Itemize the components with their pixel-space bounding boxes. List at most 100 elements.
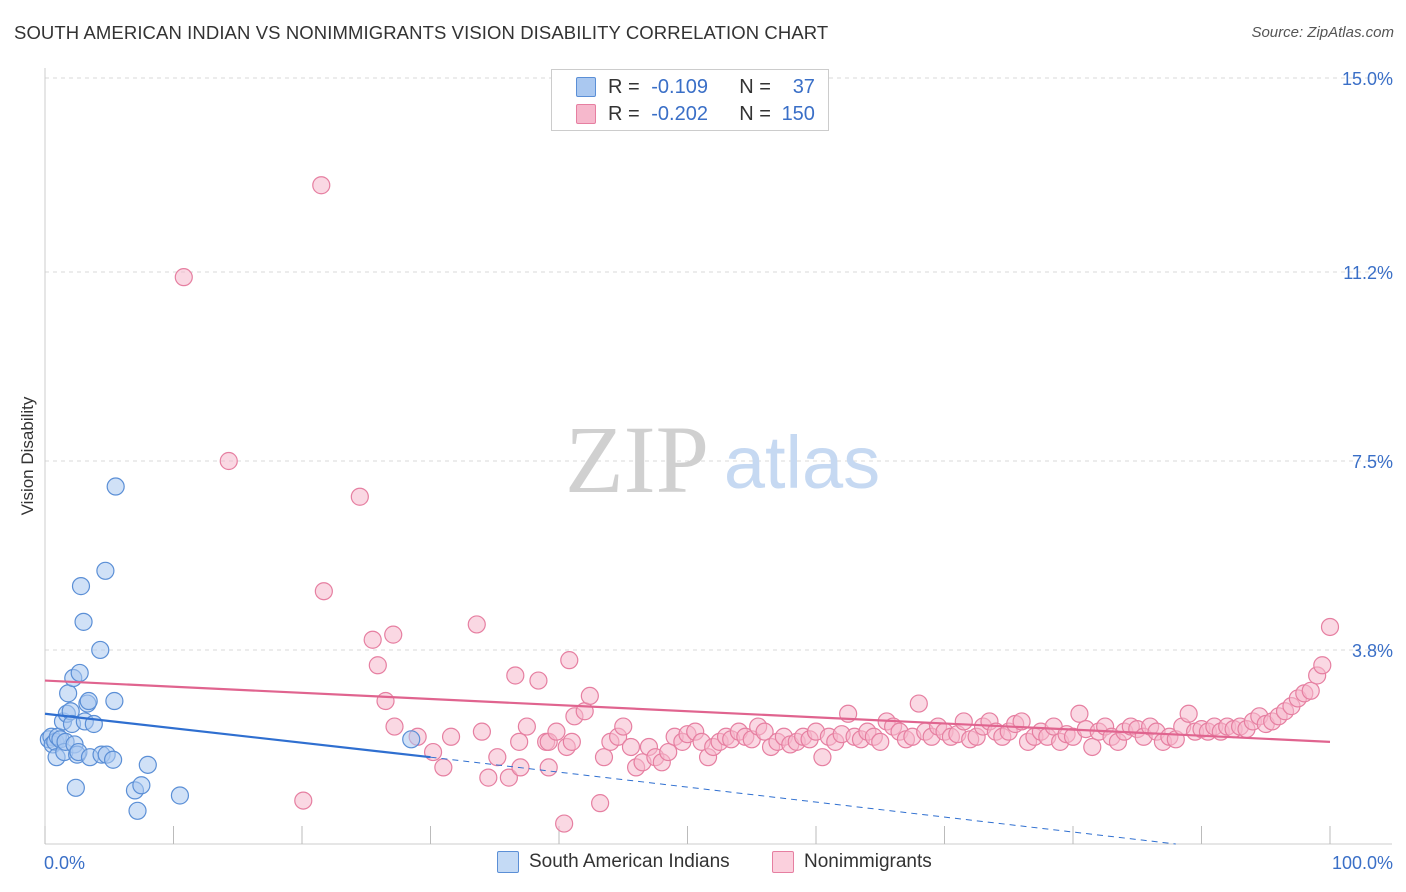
- nonimmigrants-point: [499, 768, 518, 787]
- nonimmigrants-point: [813, 748, 832, 767]
- legend-n-label: N =: [739, 75, 771, 98]
- legend-n-label: N =: [739, 102, 771, 125]
- nonimmigrants-point: [1313, 656, 1332, 675]
- nonimmigrants-point: [954, 712, 973, 731]
- nonimmigrants-point: [368, 656, 387, 675]
- nonimmigrants-point: [423, 742, 443, 762]
- legend-label: Nonimmigrants: [804, 851, 932, 872]
- nonimmigrants-point: [314, 582, 333, 601]
- south-american-indians-point: [59, 684, 78, 703]
- trend-lines: [44, 679, 1331, 845]
- stats-legend: R = -0.109 N = 37 R = -0.202 N = 150: [551, 69, 829, 131]
- pink-swatch: [576, 104, 596, 124]
- legend-r-label: R =: [608, 102, 640, 125]
- south-american-indians-point: [106, 477, 125, 496]
- nonimmigrants-point: [1012, 712, 1031, 731]
- nonimmigrants-point: [529, 671, 548, 690]
- nonimmigrants-trend: [44, 679, 1331, 743]
- nonimmigrants-point: [441, 727, 461, 746]
- south-american-indians-point: [91, 640, 110, 660]
- nonimmigrants-points: [174, 176, 1340, 833]
- nonimmigrants-point: [363, 630, 382, 649]
- nonimmigrants-point: [1070, 704, 1089, 723]
- nonimmigrants-point: [384, 625, 403, 644]
- nonimmigrants-point: [1320, 617, 1340, 637]
- nonimmigrants-point: [621, 737, 641, 757]
- y-tick-label: 15.0%: [1342, 69, 1393, 89]
- south-american-indians-point: [66, 778, 85, 797]
- nonimmigrants-point: [376, 691, 395, 711]
- south-american-indians-trend: [44, 712, 431, 759]
- south-american-indians-point: [71, 577, 91, 596]
- nonimmigrants-point: [479, 768, 498, 787]
- nonimmigrants-point: [385, 717, 404, 736]
- y-tick-label: 3.8%: [1352, 641, 1393, 661]
- x-tick-label: 0.0%: [44, 853, 85, 873]
- nonimmigrants-point: [472, 722, 491, 741]
- south-american-indians-point: [128, 801, 147, 820]
- grid: [45, 77, 1392, 651]
- nonimmigrants-point: [594, 748, 614, 767]
- south-american-indians-point: [96, 561, 115, 580]
- watermark-zip: ZIP: [565, 406, 709, 513]
- chart-title: SOUTH AMERICAN INDIAN VS NONIMMIGRANTS V…: [14, 22, 829, 43]
- nonimmigrants-point: [312, 176, 331, 195]
- nonimmigrants-point: [1179, 704, 1198, 723]
- legend-n-value: 150: [781, 102, 815, 125]
- nonimmigrants-point: [560, 651, 579, 670]
- south-american-indians-points: [39, 477, 421, 820]
- legend-row-blue: R = -0.109 N = 37: [576, 75, 815, 99]
- tick-labels: 3.8% 7.5% 11.2% 15.0% 0.0% 100.0%: [44, 69, 1393, 873]
- pink-swatch: [772, 851, 794, 873]
- source-label: Source: ZipAtlas.com: [1251, 24, 1394, 41]
- nonimmigrants-point: [562, 732, 581, 751]
- nonimmigrants-point: [580, 686, 599, 706]
- legend-label: South American Indians: [529, 851, 730, 872]
- nonimmigrants-point: [659, 742, 678, 762]
- nonimmigrants-point: [1083, 737, 1102, 757]
- nonimmigrants-point: [174, 268, 193, 287]
- south-american-indians-point: [170, 786, 190, 805]
- nonimmigrants-point: [434, 758, 453, 777]
- nonimmigrants-point: [614, 717, 633, 736]
- legend-item-nonimmigrants: Nonimmigrants: [772, 851, 932, 873]
- south-american-indians-point: [132, 776, 151, 795]
- nonimmigrants-point: [219, 451, 238, 471]
- nonimmigrants-point: [755, 722, 774, 741]
- nonimmigrants-point: [517, 717, 536, 736]
- nonimmigrants-point: [467, 615, 486, 634]
- south-american-indians-point: [402, 730, 421, 749]
- south-american-indians-point: [70, 663, 89, 683]
- blue-swatch: [497, 851, 519, 873]
- nonimmigrants-point: [871, 732, 890, 751]
- nonimmigrants-point: [547, 722, 566, 741]
- nonimmigrants-point: [909, 694, 928, 713]
- nonimmigrants-point: [350, 487, 369, 506]
- y-tick-label: 11.2%: [1343, 263, 1393, 283]
- legend-item-south-american-indians: South American Indians: [497, 851, 730, 873]
- south-american-indians-trend-extension: [430, 756, 1176, 845]
- blue-swatch: [576, 77, 596, 97]
- nonimmigrants-point: [488, 748, 507, 767]
- legend-r-value: -0.109: [651, 75, 708, 98]
- legend-row-pink: R = -0.202 N = 150: [576, 102, 815, 126]
- nonimmigrants-point: [506, 666, 525, 685]
- south-american-indians-point: [104, 750, 123, 769]
- south-american-indians-point: [79, 691, 98, 711]
- x-tick-label: 100.0%: [1332, 853, 1393, 873]
- nonimmigrants-point: [294, 791, 313, 810]
- legend-r-label: R =: [608, 75, 640, 98]
- nonimmigrants-point: [591, 794, 610, 813]
- south-american-indians-point: [105, 691, 124, 711]
- south-american-indians-point: [138, 755, 157, 774]
- nonimmigrants-point: [539, 758, 558, 777]
- legend-n-value: 37: [792, 75, 815, 98]
- y-tick-label: 7.5%: [1352, 452, 1393, 472]
- nonimmigrants-point: [510, 732, 529, 751]
- south-american-indians-point: [74, 612, 93, 631]
- watermark-atlas: atlas: [724, 421, 880, 504]
- nonimmigrants-point: [1301, 681, 1320, 700]
- nonimmigrants-point: [555, 814, 574, 833]
- legend-r-value: -0.202: [651, 102, 708, 125]
